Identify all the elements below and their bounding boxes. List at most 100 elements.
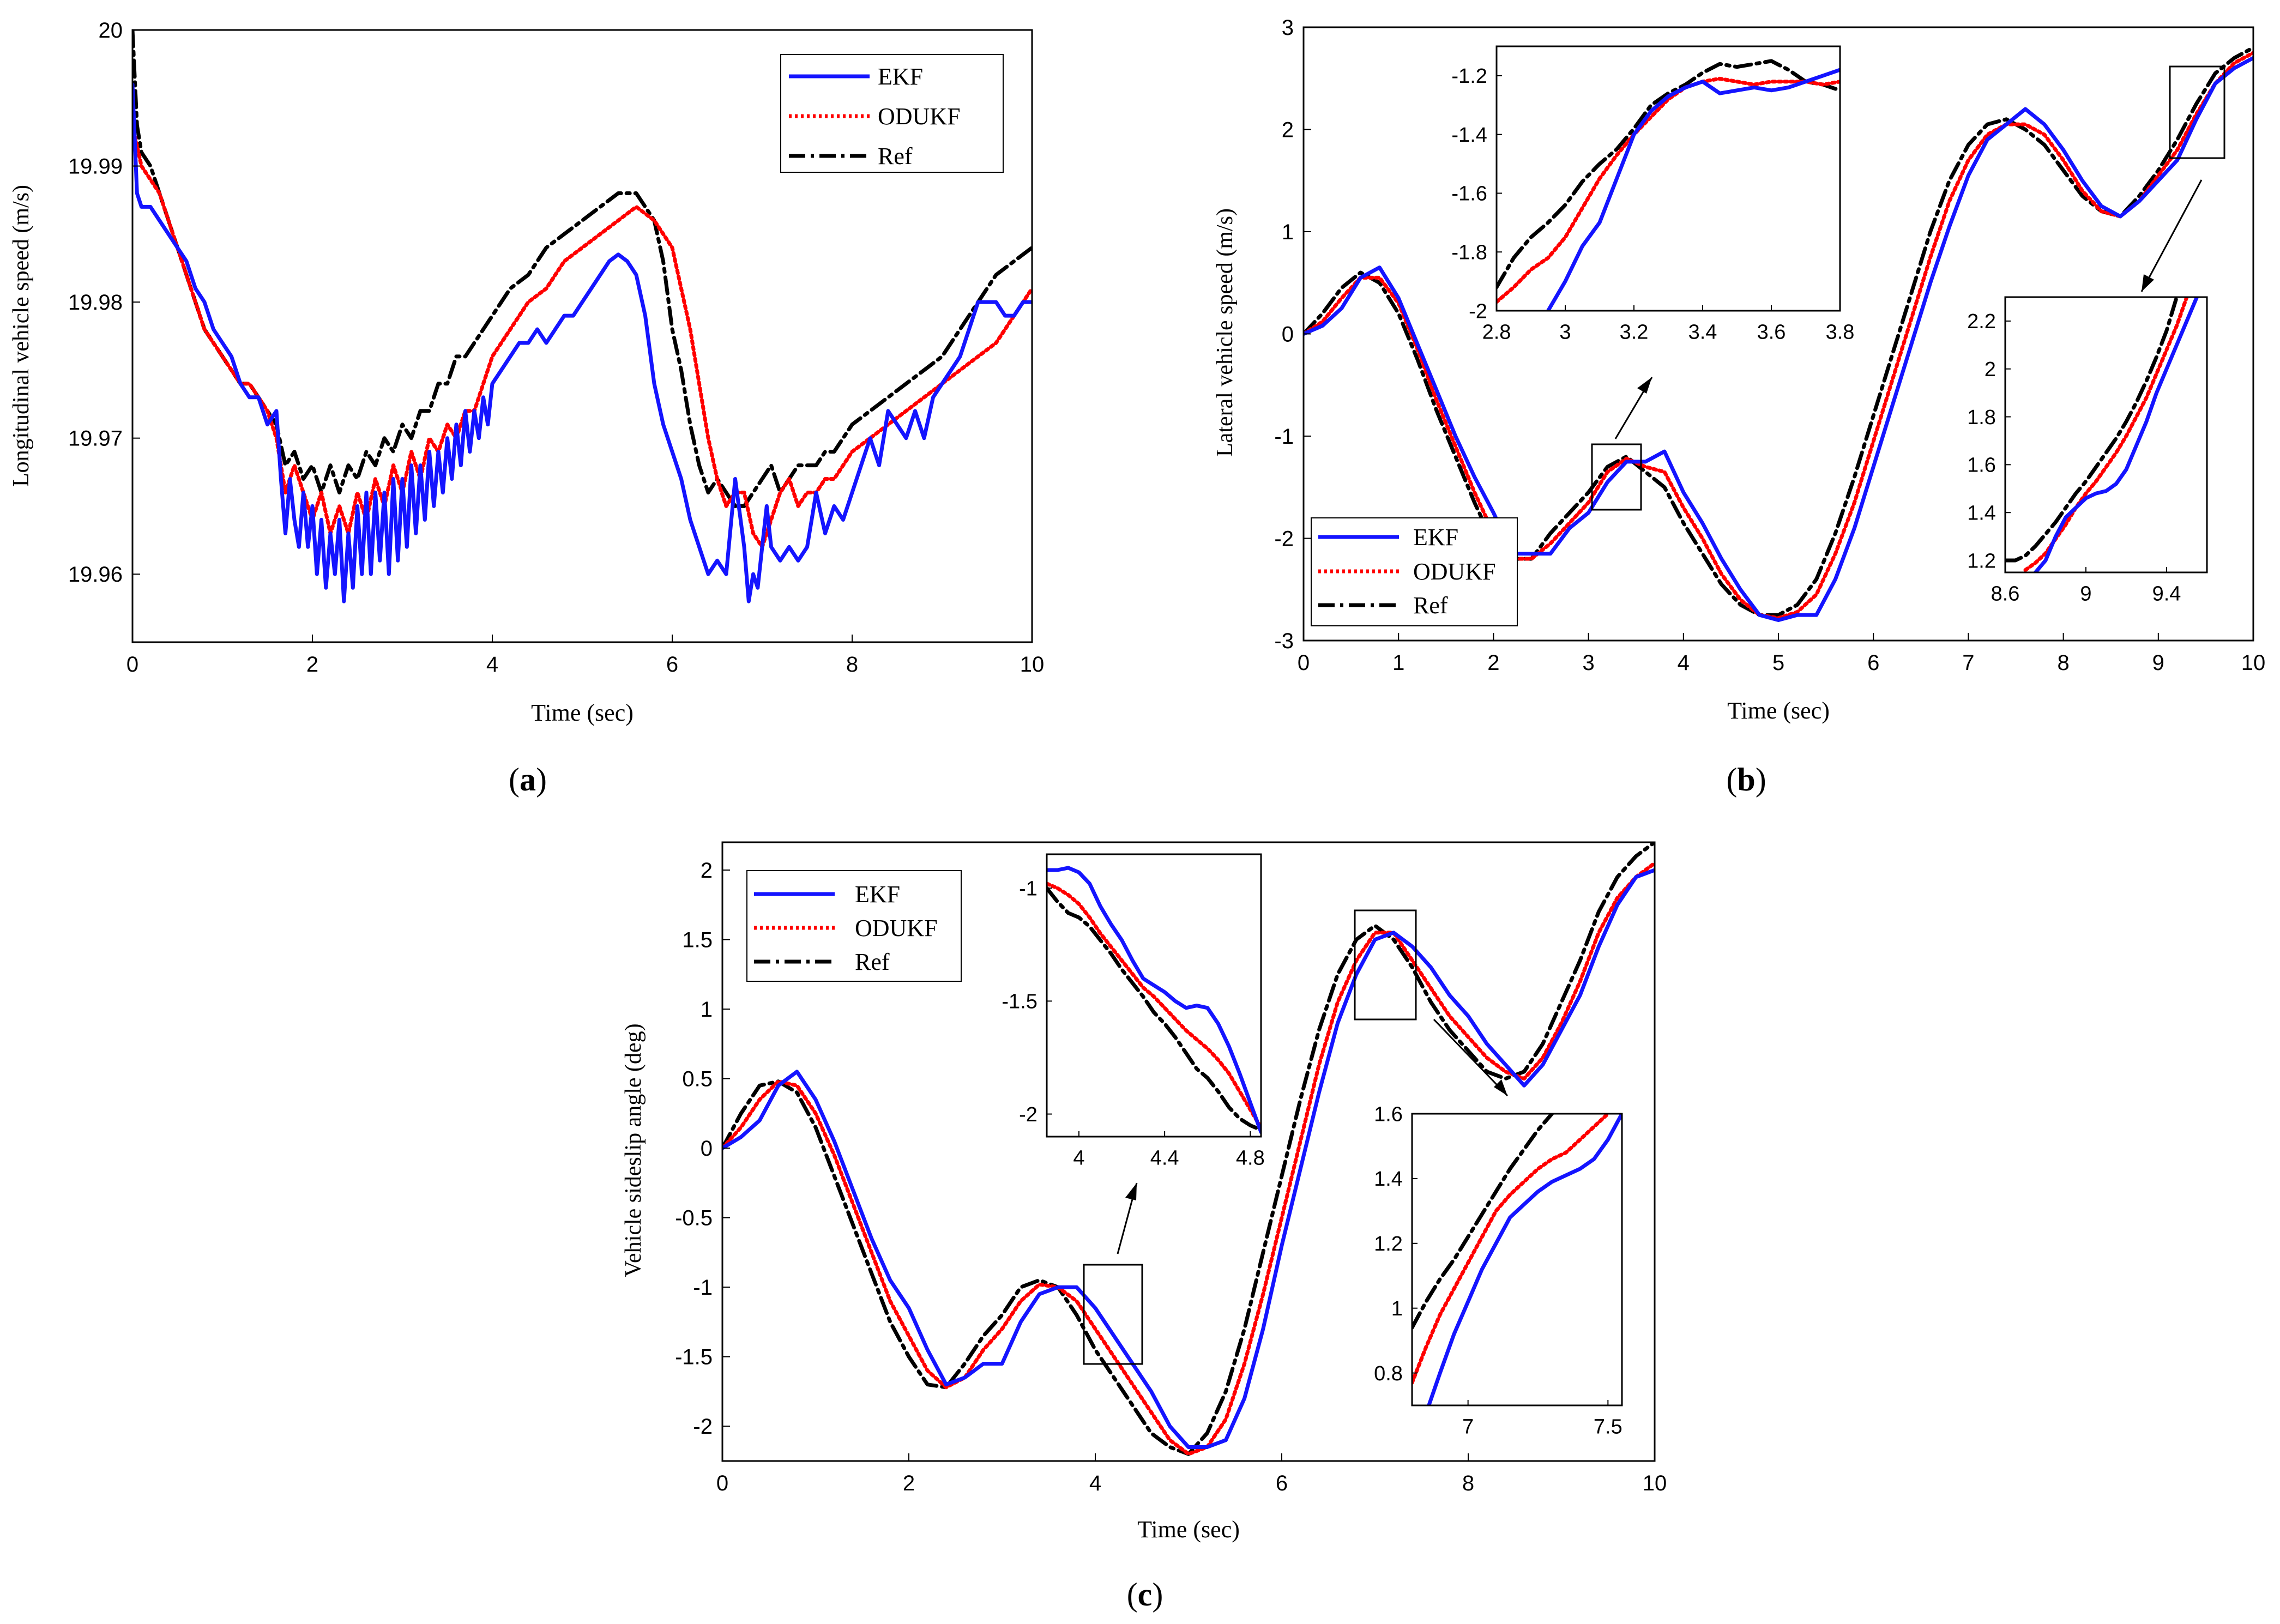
panel-c-xtick-label: 6 <box>1276 1471 1288 1495</box>
panel-a: 0 2 4 6 8 10 19.96 19.97 19.98 19.99 20 Longitudin… <box>9 19 1044 798</box>
panel-b-inset-2-xtick-label: 8.6 <box>1991 582 2020 605</box>
panel-c-series <box>722 842 1655 1456</box>
panel-a-label: (a) <box>509 762 547 798</box>
panel-c-inset-1-ytick-label: -1 <box>1019 877 1038 900</box>
panel-b-ytick-label: 2 <box>1282 118 1294 142</box>
panel-b-xtick-label: 1 <box>1392 651 1404 675</box>
panel-c-inset-1-series-ref <box>1047 886 1261 1132</box>
panel-c-inset-2: 7 7.5 0.8 1 1.2 1.4 1.6 <box>1374 1103 1623 1438</box>
panel-c-xlabel: Time (sec) <box>1137 1516 1240 1543</box>
panel-a-ytick-label: 20 <box>99 19 123 43</box>
panel-c-inset-1: 4 4.4 4.8 -2 -1.5 -1 <box>1002 853 1265 1169</box>
panel-b-series <box>1304 46 2253 622</box>
panel-b-inset-1-xtick-label: 3.4 <box>1688 321 1717 343</box>
panel-c-inset-1-ytick-label: -1.5 <box>1002 991 1037 1013</box>
panel-c-ytick-label: -0.5 <box>675 1206 713 1230</box>
panel-b-inset-1-series-ref <box>1497 59 1840 289</box>
panel-c-xtick-label: 2 <box>903 1471 915 1495</box>
panel-b-xtick-label: 3 <box>1582 651 1594 675</box>
panel-a-series-odukf <box>132 123 1032 549</box>
panel-b-xtick-label: 6 <box>1867 651 1879 675</box>
panel-a-legend: EKF ODUKF Ref <box>780 54 1004 173</box>
panel-b-xlabel: Time (sec) <box>1727 697 1830 724</box>
panel-b-ytick-label: -3 <box>1274 629 1294 653</box>
panel-a-ytick-label: 19.99 <box>68 155 123 179</box>
panel-c-legend-odukf: ODUKF <box>855 915 938 941</box>
panel-a-xtick-label: 10 <box>1020 653 1045 677</box>
panel-c-ytick-label: -1.5 <box>675 1345 713 1369</box>
panel-b-inset-1-frame <box>1495 45 1841 312</box>
panel-b-inset-2: 8.6 9 9.4 1.2 1.4 1.6 1.8 2 2.2 <box>1967 296 2208 605</box>
panel-c-inset-2-series-ekf <box>1427 1114 1622 1405</box>
panel-b-xtick-label: 0 <box>1298 651 1310 675</box>
panel-c-inset-2-xtick-label: 7 <box>1462 1415 1474 1438</box>
panel-b-inset-1-ytick-label: -2 <box>1469 300 1487 323</box>
panel-a-xtick-label: 4 <box>486 653 498 677</box>
panel-a-xtick-label: 6 <box>666 653 678 677</box>
panel-b-inset-2-ytick-label: 2.2 <box>1967 310 1996 333</box>
panel-c-zoom-arrow-2 <box>1433 1018 1509 1097</box>
panel-c-inset-1-series-ekf <box>1047 866 1261 1134</box>
panel-c-inset-2-ytick-label: 1.6 <box>1374 1103 1403 1126</box>
panel-c-xtick-label: 4 <box>1089 1471 1101 1495</box>
panel-b-inset-1-xtick-label: 2.8 <box>1482 321 1511 343</box>
panel-b-legend-ekf: EKF <box>1413 524 1458 551</box>
panel-a-series <box>132 30 1032 603</box>
panel-b-inset-2-series-ekf <box>2034 297 2199 572</box>
panel-c-series-odukf <box>722 861 1655 1456</box>
panel-a-xlabel: Time (sec) <box>531 699 634 726</box>
panel-c-ytick-label: -1 <box>693 1276 713 1300</box>
panel-c-inset-1-series-odukf <box>1047 882 1261 1130</box>
panel-b-inset-2-background <box>2005 297 2207 572</box>
panel-c-inset-2-ytick-label: 1.2 <box>1374 1233 1403 1255</box>
panel-b-inset-2-ytick-label: 1.6 <box>1967 454 1996 477</box>
panel-b-xtick-label: 8 <box>2057 651 2069 675</box>
panel-a-ytick-label: 19.98 <box>68 291 123 315</box>
panel-b-inset-1-ytick-label: -1.8 <box>1451 242 1487 264</box>
panel-c-ytick-label: 0 <box>701 1137 713 1161</box>
panel-c-legend: EKF ODUKF Ref <box>746 870 962 982</box>
panel-c: 0 2 4 6 8 10 -2 -1.5 -1 -0.5 0 0.5 1 1.5 2 Vehicle sid… <box>621 841 1667 1613</box>
panel-b-inset-1-xtick-label: 3.6 <box>1757 321 1786 343</box>
panel-a-xtick-label: 8 <box>846 653 858 677</box>
panel-c-ytick-label: -2 <box>693 1415 713 1439</box>
panel-c-zoom-box-1 <box>1083 1264 1143 1365</box>
panel-b-ytick-label: -1 <box>1274 425 1294 449</box>
panel-b-inset-2-xtick-label: 9 <box>2080 582 2091 605</box>
panel-b-ytick-label: 1 <box>1282 220 1294 244</box>
panel-c-inset-2-ytick-label: 1.4 <box>1374 1168 1403 1191</box>
panel-b-ytick-label: -2 <box>1274 527 1294 551</box>
panel-c-xtick-label: 0 <box>716 1471 728 1495</box>
panel-b-inset-1-xtick-label: 3 <box>1559 321 1571 343</box>
panel-b-legend-ref: Ref <box>1413 592 1448 619</box>
panel-b-inset-2-ytick-label: 2 <box>1985 358 1996 381</box>
panel-a-xtick-label: 0 <box>126 653 138 677</box>
panel-a-ticks: 0 2 4 6 8 10 19.96 19.97 19.98 19.99 20 <box>68 19 1044 677</box>
panel-b-zoom-arrow-2 <box>2140 179 2203 292</box>
panel-a-ytick-label: 19.96 <box>68 563 123 587</box>
panel-a-legend-ref: Ref <box>878 143 913 170</box>
panel-b-legend: EKF ODUKF Ref <box>1311 517 1518 626</box>
panel-b-series-ekf <box>1304 56 2253 622</box>
panel-b-xtick-label: 2 <box>1487 651 1499 675</box>
panel-c-axis <box>721 841 1656 1462</box>
panel-a-legend-ekf: EKF <box>878 63 923 90</box>
panel-b: 0 1 2 3 4 5 6 7 8 9 10 -3 -2 -1 0 1 2 3 Lateral vehicle s… <box>1213 16 2265 798</box>
panel-c-xtick-label: 8 <box>1462 1471 1474 1495</box>
panel-c-series-ekf <box>722 868 1655 1449</box>
panel-b-inset-1-ytick-label: -1.6 <box>1451 183 1487 206</box>
panel-c-ticks: 0 2 4 6 8 10 -2 -1.5 -1 -0.5 0 0.5 1 1.5 2 <box>675 859 1667 1495</box>
panel-b-inset-1-xtick-label: 3.8 <box>1826 321 1855 343</box>
panel-b-xtick-label: 5 <box>1772 651 1784 675</box>
panel-c-inset-2-series-ref <box>1412 1114 1554 1330</box>
panel-c-inset-1-frame <box>1046 853 1262 1138</box>
panel-a-axis <box>131 29 1033 643</box>
panel-b-xtick-label: 9 <box>2152 651 2164 675</box>
panel-c-inset-2-series-odukf <box>1412 1114 1610 1385</box>
panel-c-inset-2-frame <box>1411 1113 1623 1406</box>
panel-b-inset-1-ytick-label: -1.2 <box>1451 65 1487 88</box>
panel-c-zoom-box-2 <box>1354 909 1417 1021</box>
panel-c-xtick-label: 10 <box>1643 1471 1667 1495</box>
panel-b-xtick-label: 4 <box>1678 651 1690 675</box>
panel-a-legend-odukf: ODUKF <box>878 103 961 130</box>
